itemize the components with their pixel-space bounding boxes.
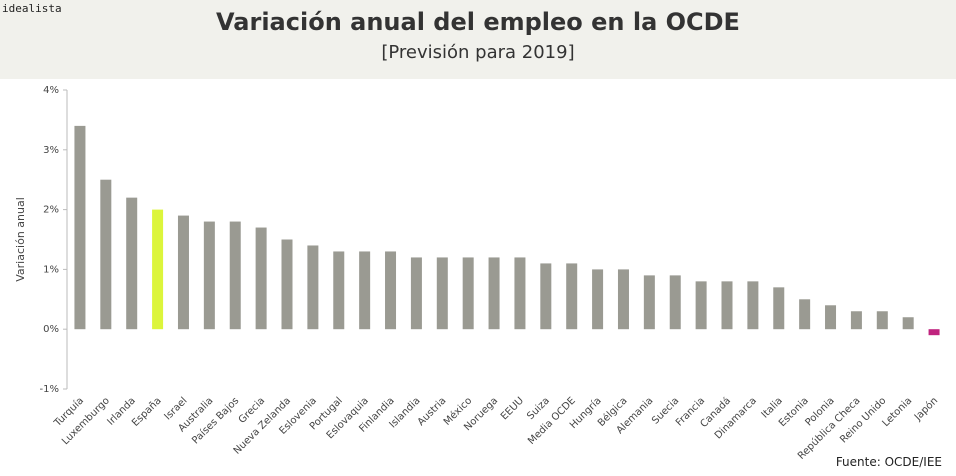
bar	[74, 125, 86, 330]
chart-bars	[74, 125, 940, 336]
bar	[799, 299, 811, 330]
bar	[488, 257, 500, 330]
bar	[307, 245, 319, 330]
bar	[617, 269, 629, 330]
bar	[152, 209, 164, 330]
bar	[643, 275, 655, 330]
bar	[876, 311, 888, 330]
bar	[333, 251, 345, 330]
category-label: Japón	[911, 395, 940, 424]
y-tick-label: 1%	[43, 264, 59, 275]
bar	[203, 221, 215, 330]
y-tick-label: -1%	[40, 384, 59, 395]
bar	[255, 227, 267, 330]
bar	[514, 257, 526, 330]
y-tick-label: 3%	[43, 145, 59, 156]
category-label: Austria	[416, 395, 449, 428]
bar	[436, 257, 448, 330]
bar	[100, 179, 112, 330]
brand-logo: idealista	[2, 2, 62, 15]
bar	[850, 311, 862, 330]
chart-title: Variación anual del empleo en la OCDE	[216, 8, 740, 36]
bar	[825, 305, 837, 330]
y-axis-title: Variación anual	[14, 197, 27, 282]
category-label: EEUU	[499, 395, 526, 422]
bar	[566, 263, 578, 330]
bar	[540, 263, 552, 330]
bar	[177, 215, 189, 330]
chart-category-labels: TurquíaLuxemburgoIrlandaEspañaIsraelAust…	[51, 395, 940, 462]
bar	[747, 281, 759, 330]
source-note: Fuente: OCDE/IEE	[835, 455, 942, 469]
y-tick-label: 4%	[43, 85, 59, 96]
bar	[721, 281, 733, 330]
bar	[902, 317, 914, 330]
bar	[695, 281, 707, 330]
bar	[281, 239, 293, 330]
bar	[229, 221, 241, 330]
bar	[410, 257, 422, 330]
chart-axes: -1% 0% 1% 2% 3% 4% Variación anual	[14, 85, 68, 395]
chart-subtitle: [Previsión para 2019]	[381, 42, 575, 63]
y-tick-label: 0%	[43, 324, 59, 335]
bar	[385, 251, 397, 330]
bar	[462, 257, 474, 330]
bar	[126, 197, 138, 330]
bar	[928, 329, 940, 336]
chart-header: idealista Variación anual del empleo en …	[0, 0, 956, 79]
bar	[359, 251, 371, 330]
bar	[669, 275, 681, 330]
y-tick-label: 2%	[43, 205, 59, 216]
category-label: España	[130, 395, 164, 429]
bar	[773, 287, 785, 330]
bar	[592, 269, 604, 330]
